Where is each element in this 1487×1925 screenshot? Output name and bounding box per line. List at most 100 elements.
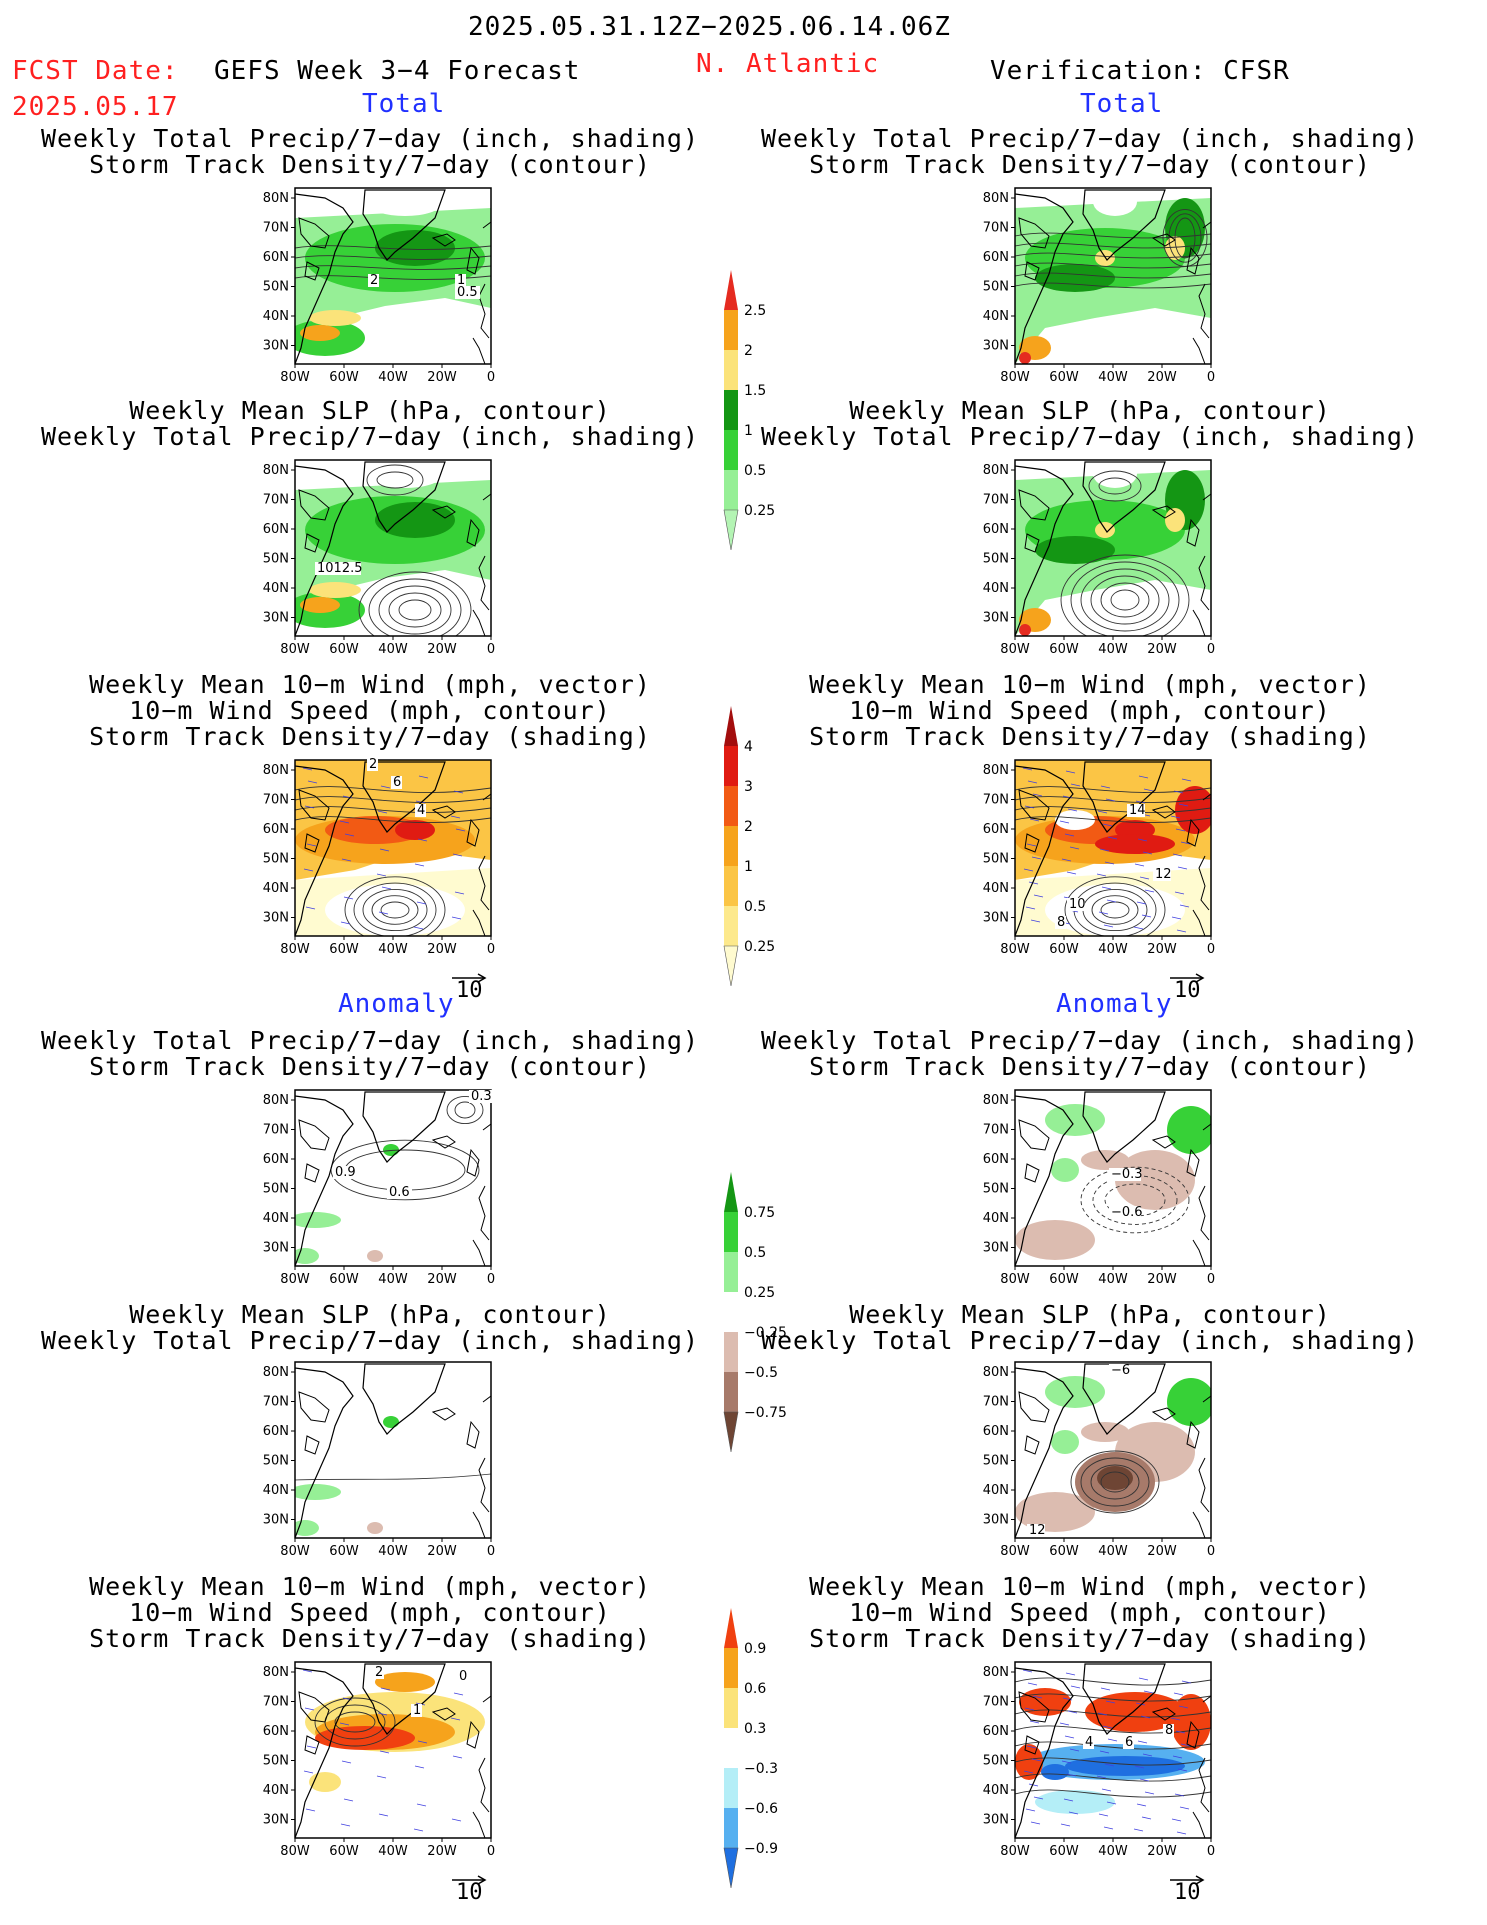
lon-tick-label: 60W [1049,1844,1079,1859]
lat-tick-label: 30N [983,911,1009,926]
colorbar-label: 2.5 [744,303,766,319]
section-anomaly-left: Anomaly [338,989,455,1019]
lon-tick-label: 0 [487,1844,495,1859]
fcst-date: 2025.05.17 [12,92,179,122]
map-panel-ver-total-slp: 80N 70N 60N 50N 40N 30N 80W 60W 40W 20W 0 [969,454,1235,662]
map-panel-fc-anom-slp: 80N 70N 60N 50N 40N 30N 80W 60W 40W 20W 0 [249,1356,515,1564]
lat-tick-label: 80N [263,763,289,778]
lon-tick-label: 40W [378,1844,408,1859]
lat-tick-label: 70N [263,493,289,508]
colorbar-precip-anom: 0.75 0.5 0.25 −0.25 −0.5 −0.75 [723,1172,804,1462]
map-panel-ver-total-precip: 80N 70N 60N 50N 40N 30N 80W 60W 40W 20W 0 [969,182,1235,390]
contour-label: 8 [1057,915,1065,930]
lon-tick-label: 20W [427,1544,457,1559]
lat-tick-label: 50N [263,552,289,567]
contour-label: 1 [413,1703,421,1718]
lat-tick-label: 50N [263,1754,289,1769]
lat-tick-label: 30N [263,1241,289,1256]
map-panel-fc-anom-precip: 80N 70N 60N 50N 40N 30N 80W 60W 40W 20W 0 0.3 0.9 0.6 [249,1084,515,1292]
lat-tick-label: 60N [263,522,289,537]
lat-tick-label: 70N [983,793,1009,808]
lon-tick-label: 80W [1000,370,1030,385]
lon-tick-label: 40W [378,642,408,657]
lon-tick-label: 40W [378,370,408,385]
lat-tick-label: 70N [263,221,289,236]
lat-tick-label: 70N [263,793,289,808]
colorbar-label: −0.5 [744,1365,778,1381]
lon-tick-label: 80W [280,1844,310,1859]
lon-tick-label: 40W [1098,1272,1128,1287]
lat-tick-label: 80N [263,191,289,206]
lon-tick-label: 80W [280,1272,310,1287]
lat-tick-label: 70N [983,1395,1009,1410]
lat-tick-label: 50N [263,1182,289,1197]
lon-tick-label: 20W [1147,1844,1177,1859]
lat-tick-label: 40N [983,581,1009,596]
lat-tick-label: 80N [263,1665,289,1680]
lon-tick-label: 0 [1207,370,1215,385]
contour-label: 12 [1155,867,1172,882]
title-fc-total-precip: Weekly Total Precip/7−day (inch, shading… [40,124,700,179]
forecast-title: GEFS Week 3−4 Forecast [214,56,581,86]
lat-tick-label: 60N [983,1724,1009,1739]
colorbar-label: 0.5 [744,463,766,479]
lon-tick-label: 80W [280,942,310,957]
colorbar-label: 2 [744,819,753,835]
title-ver-anom-wind: Weekly Mean 10−m Wind (mph, vector) 10−m … [809,1572,1371,1653]
lon-tick-label: 80W [1000,1544,1030,1559]
colorbar-label: 0.75 [744,1205,775,1221]
vector-ref-fc-anom-label: 10 [456,1880,483,1905]
title-fc-total-slp: Weekly Mean SLP (hPa, contour) Weekly Tot… [40,396,700,451]
lon-tick-label: 20W [1147,1544,1177,1559]
fcst-label: FCST Date: [12,56,179,86]
colorbar-label: 0.6 [744,1681,766,1697]
lat-tick-label: 50N [983,1182,1009,1197]
lat-tick-label: 30N [983,1513,1009,1528]
contour-label: 0.5 [457,285,478,300]
lon-tick-label: 80W [280,642,310,657]
contour-label: 6 [393,775,401,790]
colorbar-label: 0.25 [744,503,775,519]
colorbar-label: 0.25 [744,1285,775,1301]
colorbar-label: 0.5 [744,899,766,915]
lat-tick-label: 60N [983,522,1009,537]
colorbar-label: 4 [744,739,753,755]
contour-label: −0.3 [1111,1167,1143,1182]
lon-tick-label: 0 [1207,1844,1215,1859]
lat-tick-label: 70N [263,1395,289,1410]
lat-tick-label: 60N [983,822,1009,837]
lat-tick-label: 60N [263,1424,289,1439]
lon-tick-label: 40W [378,1272,408,1287]
title-ver-total-wind: Weekly Mean 10−m Wind (mph, vector) 10−m … [809,670,1371,751]
lat-tick-label: 30N [983,339,1009,354]
lon-tick-label: 60W [329,942,359,957]
lat-tick-label: 80N [983,191,1009,206]
lon-tick-label: 60W [329,1544,359,1559]
colorbar-label: −0.25 [744,1325,787,1341]
contour-label: −6 [1111,1363,1130,1378]
lon-tick-label: 40W [378,942,408,957]
map-panel-ver-anom-wind: 80N 70N 60N 50N 40N 30N 80W 60W 40W 20W 0 4 6 8 [969,1656,1235,1864]
lon-tick-label: 80W [1000,1272,1030,1287]
contour-label: 0.3 [471,1089,492,1104]
lat-tick-label: 80N [983,763,1009,778]
lat-tick-label: 30N [263,611,289,626]
lat-tick-label: 40N [263,1783,289,1798]
lat-tick-label: 80N [983,463,1009,478]
contour-label: −0.6 [1111,1205,1143,1220]
colorbar-precip-total: 2.5 2 1.5 1 0.5 0.25 [723,270,804,560]
section-total-right: Total [1080,89,1164,119]
contour-label: 12 [1029,1523,1046,1538]
contour-label: 0.9 [335,1165,356,1180]
lat-tick-label: 30N [263,339,289,354]
lon-tick-label: 20W [427,942,457,957]
title-ver-total-slp: Weekly Mean SLP (hPa, contour) Weekly Tot… [760,396,1420,451]
lat-tick-label: 40N [983,309,1009,324]
lon-tick-label: 0 [1207,642,1215,657]
colorbar-label: 0.9 [744,1641,766,1657]
title-ver-anom-precip: Weekly Total Precip/7−day (inch, shading… [760,1026,1420,1081]
lon-tick-label: 80W [1000,1844,1030,1859]
contour-label: 1012.5 [317,561,363,576]
lat-tick-label: 50N [983,280,1009,295]
lat-tick-label: 40N [263,1483,289,1498]
